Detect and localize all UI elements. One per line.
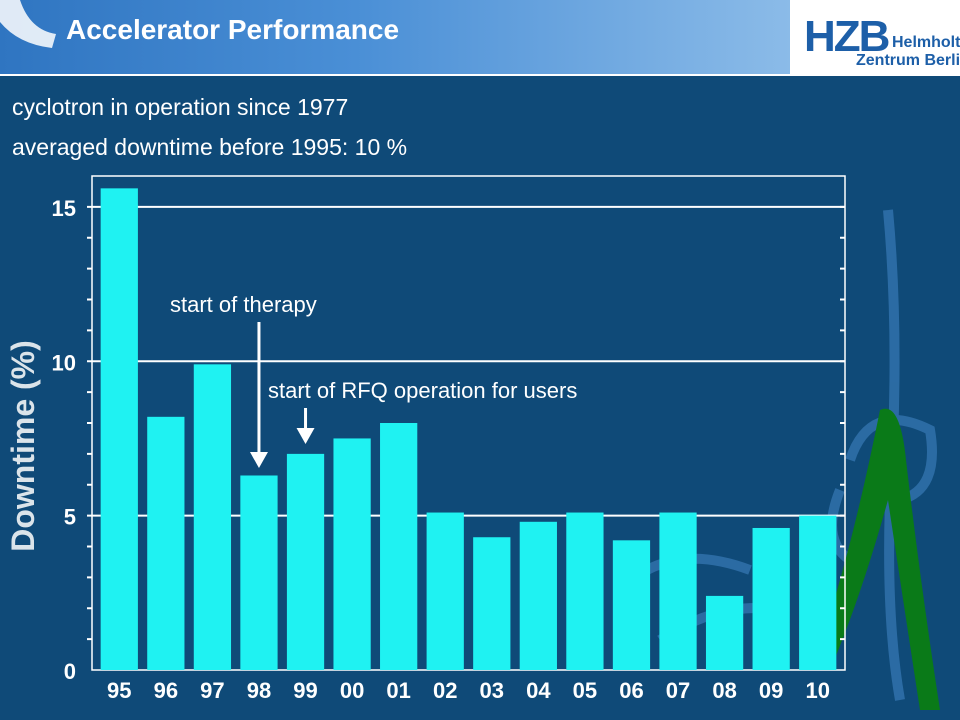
arrowhead-rfq (296, 428, 315, 444)
bar-08 (705, 595, 744, 670)
bar-99 (286, 453, 325, 670)
header-bar: Accelerator Performance HZB Helmholtz Ze… (0, 0, 960, 76)
x-tick-label: 07 (666, 678, 690, 703)
bar-04 (519, 521, 557, 670)
bar-10 (799, 515, 837, 670)
x-tick-label: 08 (712, 678, 736, 703)
logo-line2: Zentrum Berlin (856, 52, 960, 69)
bar-01 (380, 423, 418, 670)
x-tick-label: 01 (386, 678, 410, 703)
x-tick-label: 98 (247, 678, 271, 703)
header-band (0, 0, 790, 74)
x-tick-label: 95 (107, 678, 131, 703)
x-tick-label: 10 (805, 678, 829, 703)
bar-07 (659, 512, 697, 670)
bar-06 (612, 540, 651, 670)
bar-95 (100, 188, 138, 670)
note-downtime: averaged downtime before 1995: 10 % (12, 134, 408, 160)
note-cyclotron: cyclotron in operation since 1977 (12, 94, 349, 120)
x-tick-label: 02 (433, 678, 457, 703)
x-tick-label: 05 (573, 678, 597, 703)
y-axis-label: Downtime (%) (5, 340, 41, 552)
x-tick-label: 04 (526, 678, 551, 703)
bar-09 (752, 527, 790, 670)
y-tick-label: 15 (52, 196, 76, 221)
x-tick-label: 00 (340, 678, 364, 703)
annotation-rfq: start of RFQ operation for users (268, 378, 577, 403)
y-tick-label: 0 (64, 659, 76, 684)
x-tick-label: 97 (200, 678, 224, 703)
logo-mark: HZB (804, 12, 890, 61)
arrowhead-therapy (249, 452, 268, 468)
page-title: Accelerator Performance (66, 14, 400, 45)
bar-97 (193, 364, 232, 670)
x-tick-label: 09 (759, 678, 783, 703)
annotation-therapy: start of therapy (170, 292, 317, 317)
swoosh-icon (0, 0, 56, 48)
x-tick-label: 96 (154, 678, 178, 703)
logo-line1: Helmholtz (892, 34, 960, 51)
bar-00 (333, 438, 371, 670)
x-tick-label: 06 (619, 678, 643, 703)
bar-02 (426, 512, 464, 670)
x-tick-label: 03 (480, 678, 504, 703)
y-tick-label: 10 (52, 350, 76, 375)
x-tick-label: 99 (293, 678, 317, 703)
hzb-logo: HZB Helmholtz Zentrum Berlin (800, 6, 960, 70)
y-tick-label: 5 (64, 505, 76, 530)
bar-96 (147, 416, 185, 670)
bar-05 (566, 512, 604, 670)
bar-98 (240, 475, 278, 670)
bar-03 (473, 537, 511, 670)
